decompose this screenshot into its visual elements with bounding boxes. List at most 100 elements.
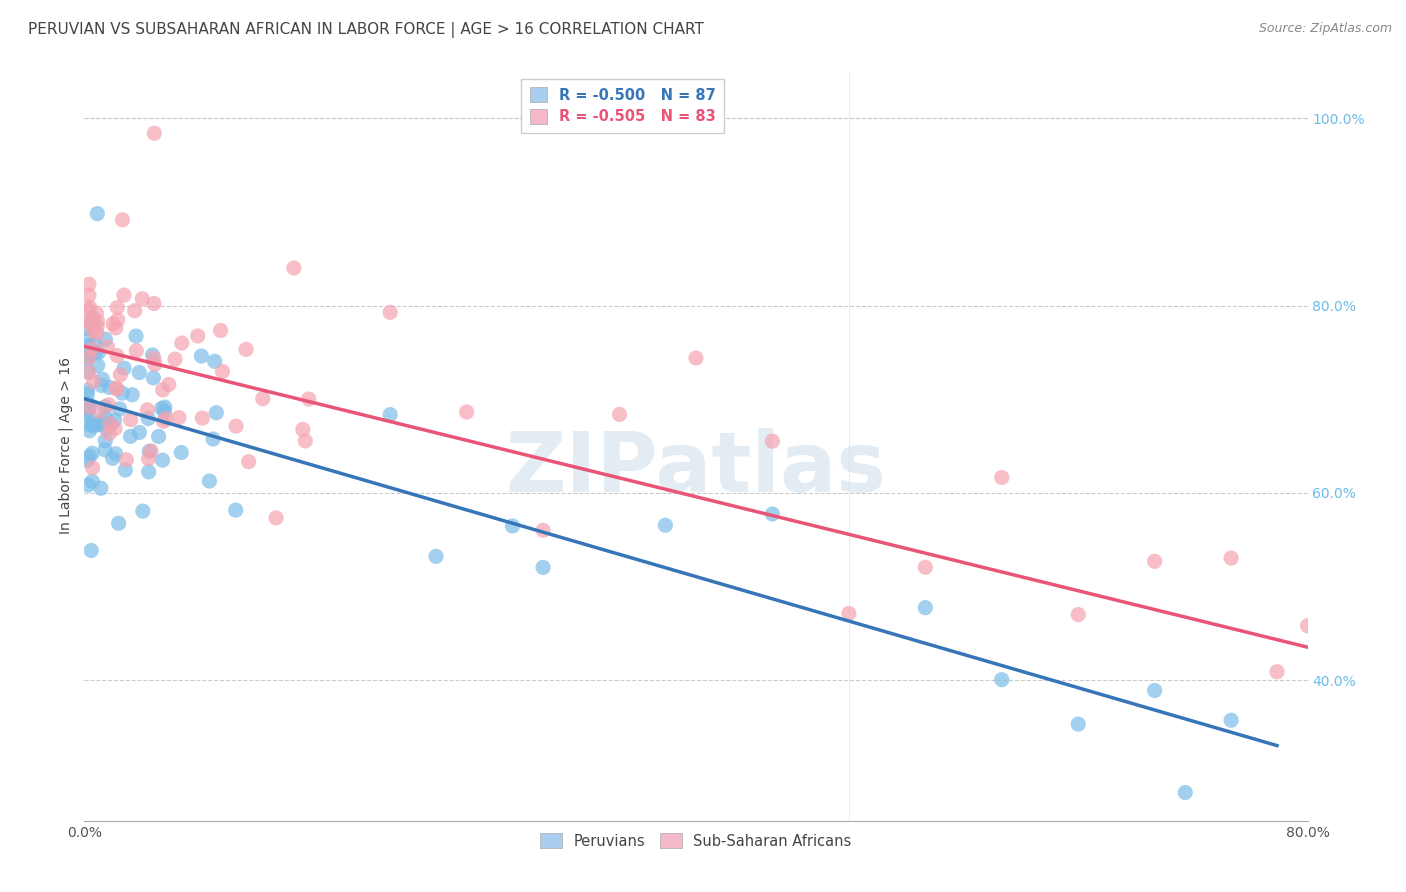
Point — [90, 481, 112, 495]
Point — [456, 405, 478, 419]
Point — [1067, 717, 1090, 731]
Point — [86, 359, 108, 373]
Point — [77, 288, 100, 302]
Point — [76, 346, 98, 360]
Point — [86, 206, 108, 220]
Point — [82, 310, 104, 325]
Point — [82, 446, 104, 460]
Point — [96, 340, 118, 354]
Point — [1372, 648, 1395, 662]
Point — [152, 453, 174, 467]
Point — [654, 518, 676, 533]
Point — [139, 444, 162, 458]
Point — [761, 434, 783, 449]
Point — [225, 503, 247, 517]
Point — [104, 321, 127, 335]
Point — [225, 419, 247, 434]
Point — [79, 450, 101, 464]
Point — [136, 411, 159, 425]
Point — [111, 212, 134, 227]
Point — [204, 354, 226, 368]
Point — [105, 301, 128, 315]
Point — [142, 371, 165, 385]
Point — [914, 600, 936, 615]
Point — [76, 403, 98, 417]
Point — [105, 382, 128, 396]
Point — [425, 549, 447, 564]
Point — [167, 410, 190, 425]
Point — [142, 348, 165, 362]
Point — [1296, 618, 1319, 632]
Point — [108, 401, 131, 416]
Point — [685, 351, 707, 365]
Point — [105, 381, 128, 395]
Point — [121, 388, 143, 402]
Point — [157, 377, 180, 392]
Point — [150, 401, 173, 416]
Point — [238, 455, 260, 469]
Point — [90, 413, 112, 427]
Point — [838, 607, 860, 621]
Point — [79, 315, 101, 329]
Point — [82, 324, 104, 338]
Point — [1143, 683, 1166, 698]
Point — [1220, 713, 1243, 727]
Text: PERUVIAN VS SUBSAHARAN AFRICAN IN LABOR FORCE | AGE > 16 CORRELATION CHART: PERUVIAN VS SUBSAHARAN AFRICAN IN LABOR … — [28, 22, 704, 38]
Point — [79, 398, 101, 412]
Point — [531, 523, 554, 537]
Point — [90, 378, 112, 392]
Point — [211, 364, 233, 378]
Point — [202, 432, 225, 446]
Text: Source: ZipAtlas.com: Source: ZipAtlas.com — [1258, 22, 1392, 36]
Point — [914, 560, 936, 574]
Point — [114, 463, 136, 477]
Point — [153, 404, 176, 418]
Point — [761, 507, 783, 521]
Y-axis label: In Labor Force | Age > 16: In Labor Force | Age > 16 — [59, 358, 73, 534]
Point — [128, 366, 150, 380]
Point — [155, 411, 177, 425]
Point — [111, 386, 134, 401]
Point — [76, 453, 98, 467]
Point — [77, 478, 100, 492]
Point — [76, 351, 98, 366]
Point — [252, 392, 274, 406]
Point — [380, 408, 402, 422]
Point — [110, 368, 132, 382]
Point — [112, 288, 135, 302]
Point — [77, 417, 100, 432]
Point — [143, 357, 166, 371]
Point — [83, 336, 105, 351]
Point — [198, 474, 221, 488]
Point — [91, 372, 114, 386]
Point — [97, 398, 120, 412]
Point — [115, 452, 138, 467]
Point — [77, 339, 100, 353]
Point — [86, 326, 108, 341]
Point — [76, 365, 98, 379]
Point — [209, 324, 232, 338]
Point — [104, 422, 127, 436]
Point — [94, 434, 117, 448]
Point — [991, 470, 1014, 484]
Point — [152, 383, 174, 397]
Point — [170, 445, 193, 459]
Point — [82, 475, 104, 489]
Point — [235, 343, 257, 357]
Point — [77, 366, 100, 380]
Point — [89, 417, 111, 432]
Point — [79, 424, 101, 438]
Point — [107, 313, 129, 327]
Point — [94, 442, 117, 457]
Point — [283, 260, 305, 275]
Point — [76, 387, 98, 401]
Point — [76, 321, 98, 335]
Point — [76, 383, 98, 397]
Point — [163, 352, 186, 367]
Point — [100, 417, 122, 432]
Point — [298, 392, 321, 406]
Point — [101, 451, 124, 466]
Point — [294, 434, 316, 448]
Point — [142, 351, 165, 366]
Point — [1372, 707, 1395, 722]
